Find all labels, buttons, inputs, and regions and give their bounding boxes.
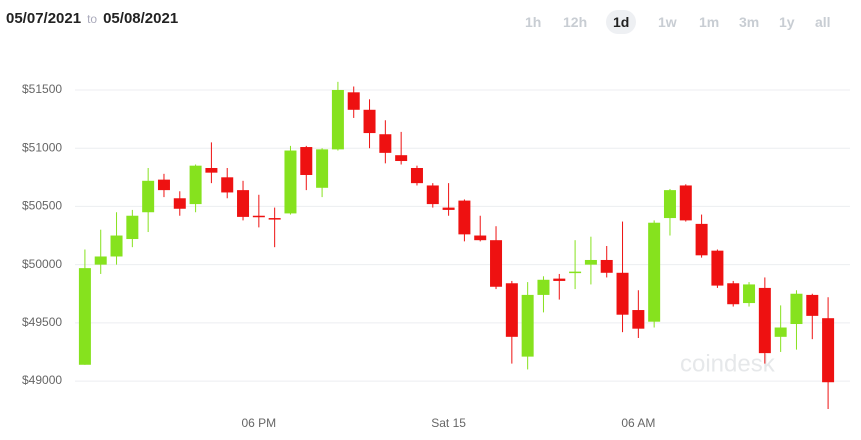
candle-body [521,294,534,357]
candle-body [395,155,408,162]
from-date: 05/07/2021 [6,10,82,27]
candle-body [426,185,439,205]
y-tick-label: $51000 [22,140,62,154]
y-tick-label: $50000 [22,257,62,271]
x-tick-label: 06 AM [621,416,655,430]
candle-body [695,223,708,256]
candle-body [237,190,250,217]
candle-body [268,218,281,220]
candle-body [727,283,740,305]
candle-body [157,179,170,191]
range-button[interactable]: 1m [699,14,720,30]
candle-body [205,167,218,173]
candle-body [252,215,265,218]
candle-body [569,271,582,274]
candle-body [537,279,550,295]
candle-body [679,185,692,221]
date-range: 05/07/2021 to 05/08/2021 [6,10,178,27]
candle-body [442,207,455,210]
y-tick-label: $49500 [22,315,62,329]
candle-body [474,235,487,241]
candle-body [173,198,186,209]
candle-body [284,150,297,214]
range-button[interactable]: 1d [606,10,637,34]
x-tick-label: Sat 15 [431,416,466,430]
range-button[interactable]: 12h [563,14,588,30]
candle-body [822,318,835,383]
range-button[interactable]: 1h [525,14,542,30]
candle-body [410,167,423,184]
to-word: to [87,12,98,26]
candle-body [126,215,139,240]
candle-body [505,283,518,337]
candle-body [347,92,360,110]
candle-body [363,109,376,134]
candle-body [600,259,613,273]
candle-body [189,165,202,205]
y-tick-label: $49000 [22,373,62,387]
candle-body [663,190,676,219]
candle-body [632,310,645,329]
candle-body [78,268,91,365]
candle-body [94,256,107,265]
candle-body [379,134,392,153]
candle-body [490,240,503,287]
y-tick-label: $51500 [22,82,62,96]
candle-body [331,89,344,150]
range-button[interactable]: all [815,14,831,30]
candle-body [711,250,724,286]
y-tick-label: $50500 [22,199,62,213]
watermark: coindesk [680,350,776,377]
x-tick-label: 06 PM [242,416,277,430]
candle-body [221,177,234,193]
candle-body [806,294,819,316]
candle-body [458,200,471,235]
candle-body [584,259,597,265]
candle-body [648,222,661,322]
range-button[interactable]: 1w [658,14,677,30]
range-buttons: 1h 12h 1d 1w 1m 3m 1y all [0,10,861,40]
candle-body [616,272,629,315]
candle-body [316,149,329,188]
candle-body [110,235,123,257]
to-date: 05/08/2021 [103,10,179,27]
candle-body [790,293,803,325]
candle-body [743,284,756,304]
range-button[interactable]: 3m [739,14,760,30]
candle-body [300,147,313,175]
range-button[interactable]: 1y [779,14,795,30]
candle-body [553,278,566,281]
candle-body [758,287,771,354]
candle-body [142,180,155,213]
candle-body [774,327,787,337]
